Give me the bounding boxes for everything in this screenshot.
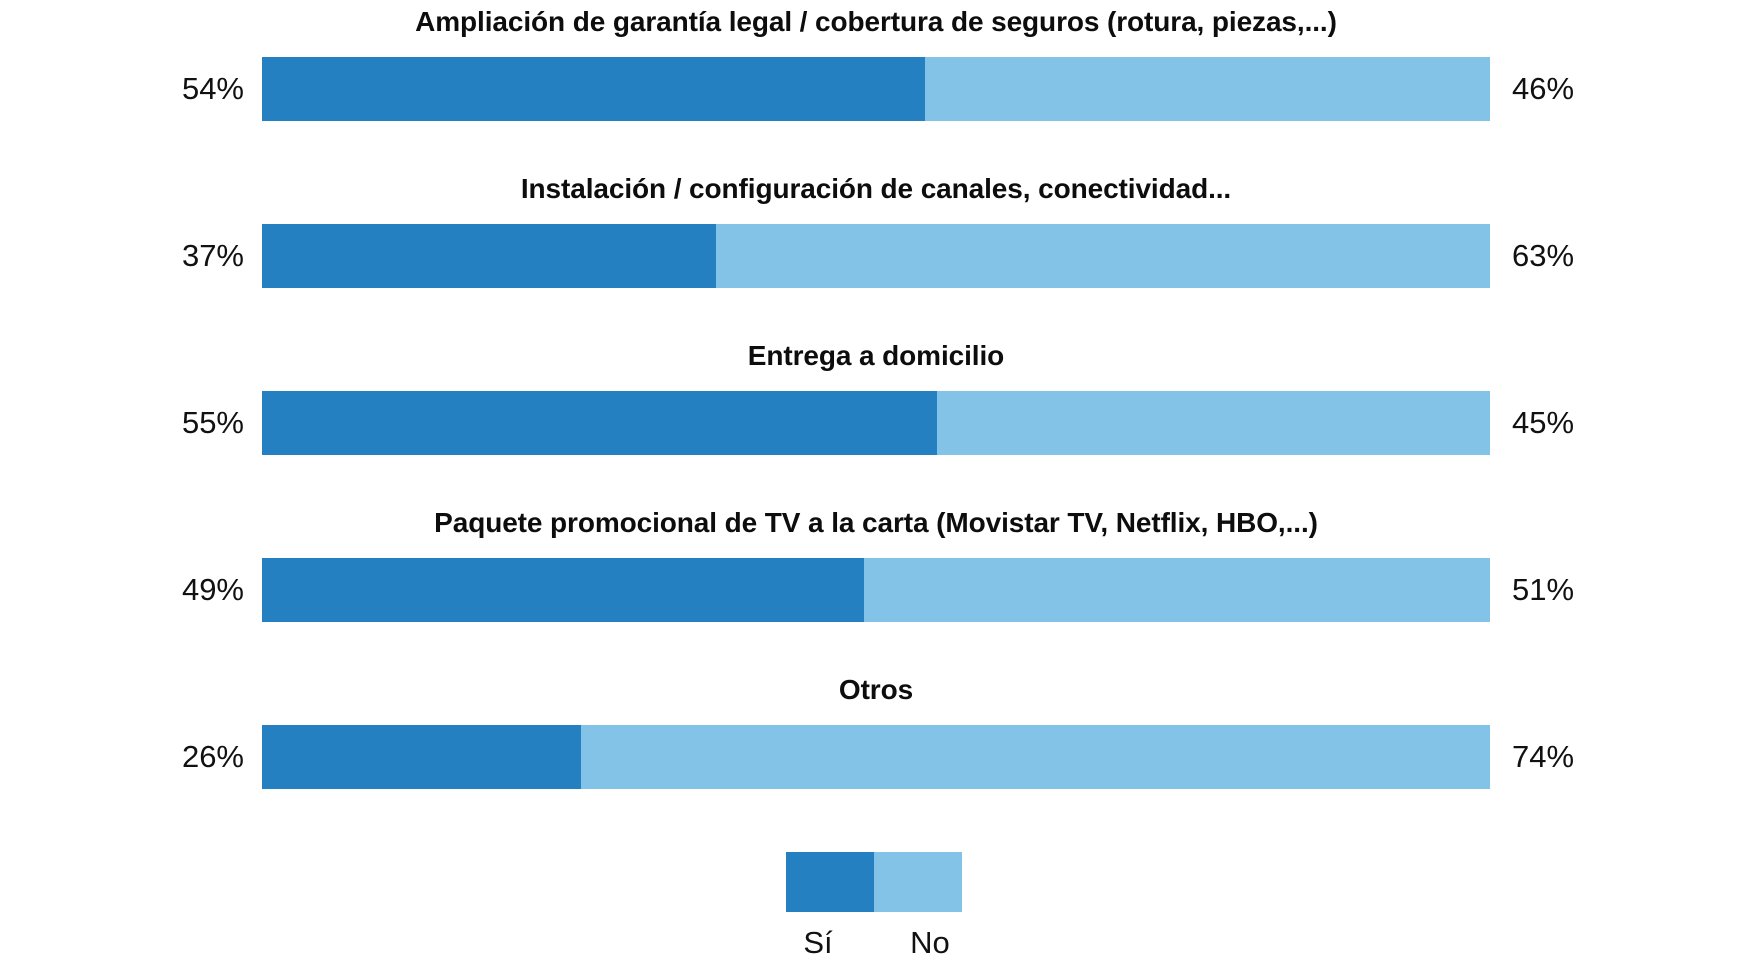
bar-row: 55% 45% [0, 391, 1760, 455]
bar-row: 26% 74% [0, 725, 1760, 789]
legend-swatch-yes[interactable] [786, 852, 874, 912]
bar-value-right: 51% [1512, 572, 1575, 607]
bar-track [262, 558, 1490, 622]
bar-row: 37% 63% [0, 224, 1760, 288]
bar-row: 54% 46% [0, 57, 1760, 121]
bar-value-right: 63% [1512, 238, 1575, 273]
bar-segment-yes[interactable] [262, 391, 938, 455]
bar-segment-yes[interactable] [262, 57, 926, 121]
bar-segment-yes[interactable] [262, 558, 864, 622]
panel-title: Otros [838, 674, 914, 705]
bar-track [262, 224, 1490, 288]
legend-label-yes[interactable]: Sí [803, 925, 833, 960]
bar-value-left: 26% [181, 739, 244, 774]
bar-segment-no[interactable] [863, 558, 1490, 622]
bar-segment-no[interactable] [716, 224, 1490, 288]
bar-segment-yes[interactable] [262, 725, 582, 789]
legend-swatches [786, 852, 962, 912]
bar-segment-no[interactable] [937, 391, 1490, 455]
legend-swatch-no[interactable] [874, 852, 962, 912]
legend-label-no[interactable]: No [910, 925, 950, 960]
chart-panel: Entrega a domicilio 55% 45% [0, 334, 1760, 501]
chart-panels: Ampliación de garantía legal / cobertura… [0, 0, 1760, 835]
chart-legend: Sí No [0, 852, 1760, 974]
panel-title: Entrega a domicilio [747, 340, 1005, 371]
chart-panel: Paquete promocional de TV a la carta (Mo… [0, 501, 1760, 668]
bar-segment-yes[interactable] [262, 224, 717, 288]
bar-segment-no[interactable] [925, 57, 1490, 121]
bar-track [262, 725, 1490, 789]
bar-segment-no[interactable] [581, 725, 1490, 789]
bar-value-right: 45% [1512, 405, 1575, 440]
bar-track [262, 57, 1490, 121]
bar-value-left: 49% [181, 572, 244, 607]
panel-title: Instalación / configuración de canales, … [520, 173, 1232, 204]
panel-title: Paquete promocional de TV a la carta (Mo… [434, 507, 1318, 538]
chart-panel: Ampliación de garantía legal / cobertura… [0, 0, 1760, 167]
bar-value-left: 37% [181, 238, 244, 273]
bar-track [262, 391, 1490, 455]
bar-value-left: 55% [181, 405, 244, 440]
panel-title: Ampliación de garantía legal / cobertura… [415, 6, 1337, 37]
bar-value-left: 54% [181, 71, 244, 106]
legend-labels: Sí No [762, 920, 986, 966]
chart-panel: Instalación / configuración de canales, … [0, 167, 1760, 334]
bar-value-right: 74% [1512, 739, 1575, 774]
bar-value-right: 46% [1512, 71, 1575, 106]
bar-row: 49% 51% [0, 558, 1760, 622]
chart-panel: Otros 26% 74% [0, 668, 1760, 835]
